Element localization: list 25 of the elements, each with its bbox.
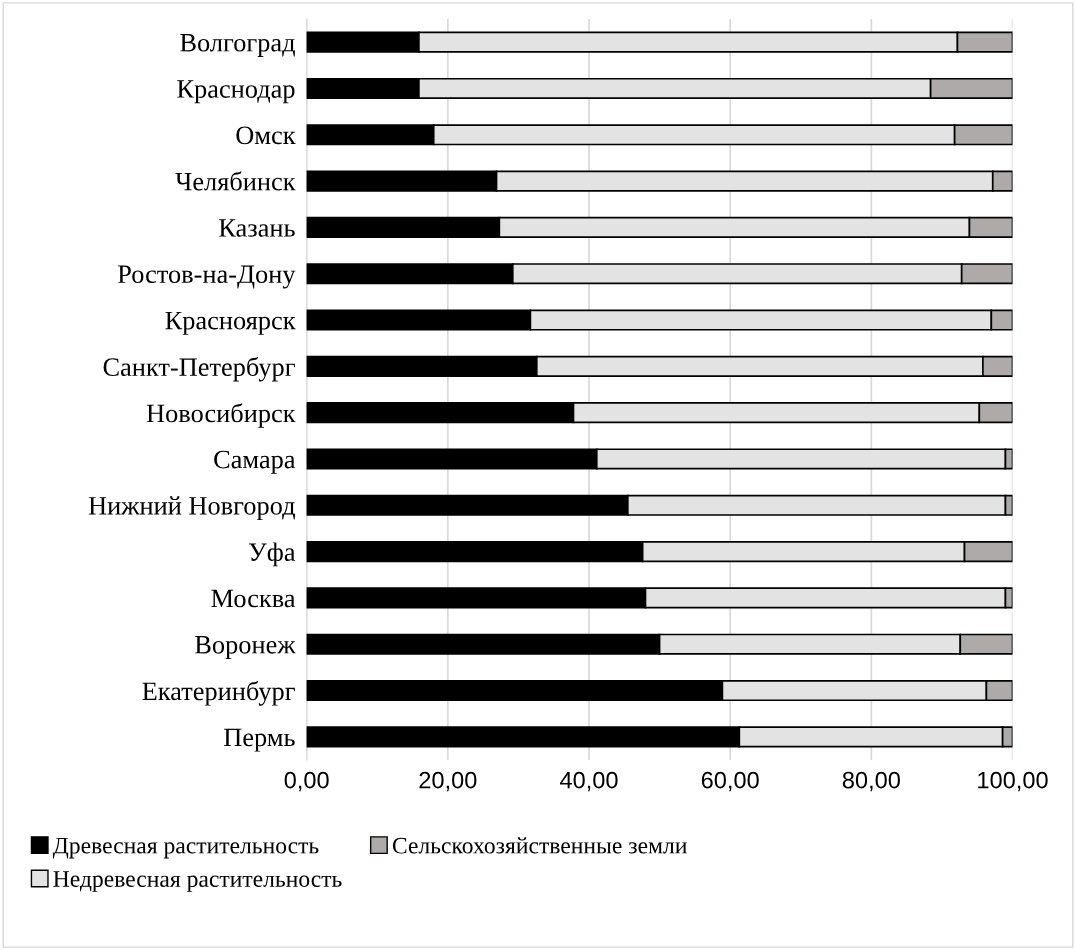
y-tick-label: Ростов-на-Дону bbox=[117, 265, 296, 289]
x-tick-label: 0,00 bbox=[284, 771, 329, 792]
x-tick-label: 20,00 bbox=[419, 771, 477, 792]
y-tick-label: Казань bbox=[219, 219, 295, 237]
x-tick-label: 100,00 bbox=[978, 771, 1048, 792]
y-tick-label: Екатеринбург bbox=[142, 681, 295, 706]
x-tick-label: 60,00 bbox=[701, 771, 759, 792]
y-tick-label: Москва bbox=[211, 589, 296, 608]
y-tick-label: Санкт-Петербург bbox=[103, 356, 295, 382]
y-tick-label: Новосибирск bbox=[146, 403, 296, 428]
legend-label: Древесная растительность bbox=[52, 837, 319, 859]
x-tick-label: 80,00 bbox=[842, 771, 900, 792]
y-tick-label: Челябинск bbox=[175, 171, 296, 191]
y-tick-label: Нижний Новгород bbox=[88, 496, 295, 521]
y-tick-label: Омск bbox=[236, 126, 296, 145]
y-tick-label: Красноярск bbox=[165, 311, 296, 335]
x-tick-label: 40,00 bbox=[560, 771, 618, 792]
y-tick-label: Волгоград bbox=[180, 34, 295, 57]
y-tick-label: Самара bbox=[214, 450, 296, 474]
legend-label: Недревесная растительность bbox=[53, 871, 342, 892]
y-tick-label: Уфа bbox=[248, 542, 296, 567]
legend-label: Сельскохозяйственные земли bbox=[392, 837, 687, 854]
y-tick-label: Воронеж bbox=[195, 636, 296, 659]
y-tick-label: Пермь bbox=[224, 728, 295, 752]
y-tick-label: Краснодар bbox=[177, 80, 295, 104]
